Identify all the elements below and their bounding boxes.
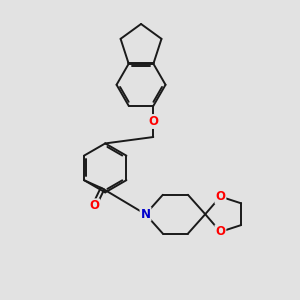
Text: O: O [89,199,99,212]
Text: O: O [148,115,158,128]
Text: N: N [140,208,151,221]
Text: O: O [215,225,225,238]
Text: O: O [215,190,225,203]
